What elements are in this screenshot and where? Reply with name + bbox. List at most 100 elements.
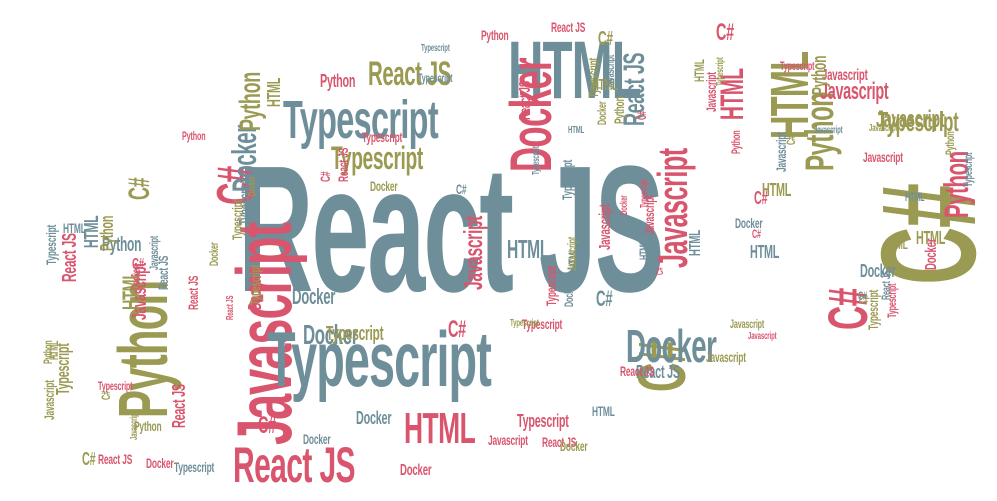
word-javascript: Javascript [869, 123, 898, 134]
word-html: HTML [592, 77, 618, 94]
word-docker: Docker [303, 319, 358, 350]
word-html: HTML [404, 404, 476, 453]
word-html: HTML [592, 403, 615, 419]
word-typescript: Typescript [267, 315, 492, 403]
word-html: HTML [63, 220, 86, 236]
word-typescript: Typescript [585, 57, 601, 98]
word-javascript: Javascript [822, 67, 868, 84]
word-typescript: Typescript [878, 106, 959, 137]
word-docker: Docker [595, 101, 609, 125]
word-typescript: Typescript [331, 140, 423, 176]
word-javascript: Javascript [147, 235, 161, 270]
word-html: HTML [750, 242, 780, 262]
word-javascript: Javascript [748, 331, 777, 342]
word-javascript: Javascript [641, 195, 657, 235]
word-c: C# [456, 181, 467, 197]
word-docker: Docker [860, 261, 896, 281]
word-c: C# [123, 177, 156, 200]
word-typescript: Typescript [229, 199, 245, 240]
word-typescript: Typescript [326, 323, 384, 345]
word-react-js: React JS [225, 295, 236, 320]
word-html: HTML [916, 228, 946, 248]
word-react-js: React JS [620, 363, 655, 379]
word-python: Python [611, 96, 627, 124]
word-c: C# [82, 449, 96, 469]
word-c: C# [596, 286, 613, 311]
word-docker: Docker [400, 462, 432, 479]
word-react-js: React JS [169, 384, 189, 428]
word-c: C# [784, 136, 798, 145]
word-javascript: Javascript [863, 149, 903, 165]
word-react-js: React JS [185, 275, 201, 310]
word-docker: Docker [619, 195, 630, 215]
word-typescript: Typescript [961, 152, 975, 187]
word-html: HTML [568, 125, 585, 136]
word-react-js: React JS [59, 233, 81, 282]
word-docker: Docker [370, 178, 398, 194]
word-docker: Docker [356, 408, 392, 428]
word-javascript: Javascript [814, 125, 843, 136]
word-javascript: Javascript [730, 317, 765, 331]
word-python: Python [320, 71, 356, 91]
word-typescript: Typescript [421, 43, 450, 54]
word-javascript: Javascript [458, 215, 488, 290]
word-html: HTML [264, 77, 284, 107]
word-c: C# [754, 188, 768, 208]
word-docker: Docker [247, 176, 258, 196]
word-javascript: Javascript [488, 432, 528, 448]
word-docker: Docker [207, 242, 221, 266]
word-c: C# [258, 412, 276, 439]
word-typescript: Typescript [885, 283, 899, 318]
word-typescript: Typescript [362, 129, 403, 145]
word-docker: Docker [562, 283, 576, 307]
word-typescript: Typescript [780, 59, 815, 73]
word-docker: Docker [129, 266, 143, 290]
word-react-js: React JS [98, 451, 133, 467]
word-c: C# [859, 293, 868, 307]
word-javascript: Javascript [706, 349, 746, 365]
word-react-js: React JS [636, 362, 680, 382]
word-javascript: Javascript [41, 380, 57, 420]
word-typescript: Typescript [247, 264, 263, 305]
word-python: Python [41, 340, 55, 364]
word-typescript: Typescript [522, 316, 563, 332]
word-javascript: Javascript [820, 78, 889, 105]
word-docker: Docker [303, 431, 331, 447]
word-python: Python [134, 418, 162, 434]
word-html: HTML [687, 230, 704, 256]
word-html: HTML [905, 190, 925, 204]
word-typescript: Typescript [43, 224, 59, 265]
word-python: Python [943, 131, 957, 155]
word-typescript: Typescript [865, 289, 881, 330]
word-docker: Docker [146, 455, 174, 471]
word-python: Python [182, 129, 206, 143]
word-html: HTML [762, 180, 792, 200]
word-react-js: React JS [551, 19, 586, 35]
word-c: C# [635, 111, 649, 120]
word-python: Python [102, 234, 142, 256]
word-html: HTML [885, 236, 908, 252]
word-typescript: Typescript [559, 159, 575, 200]
word-html: HTML [507, 234, 550, 264]
word-typescript: Typescript [517, 411, 569, 431]
word-typescript: Typescript [418, 71, 453, 85]
word-docker: Docker [735, 215, 763, 231]
word-typescript: Typescript [174, 459, 215, 475]
word-typescript: Typescript [510, 318, 539, 329]
word-react-js: React JS [368, 55, 451, 93]
word-c: C# [598, 28, 613, 50]
word-javascript: Javascript [565, 236, 579, 271]
word-typescript: Typescript [531, 146, 542, 175]
word-react-js: React JS [542, 434, 577, 450]
word-c: C# [716, 19, 734, 46]
word-python: Python [234, 72, 267, 131]
word-typescript: Typescript [283, 90, 439, 150]
word-javascript: Javascript [129, 411, 140, 440]
word-javascript: Javascript [876, 106, 945, 133]
word-javascript: Javascript [603, 54, 617, 89]
word-c: C# [858, 289, 867, 303]
word-c: C# [655, 267, 666, 275]
word-react-js: React JS [233, 437, 356, 493]
word-javascript: Javascript [597, 204, 614, 250]
